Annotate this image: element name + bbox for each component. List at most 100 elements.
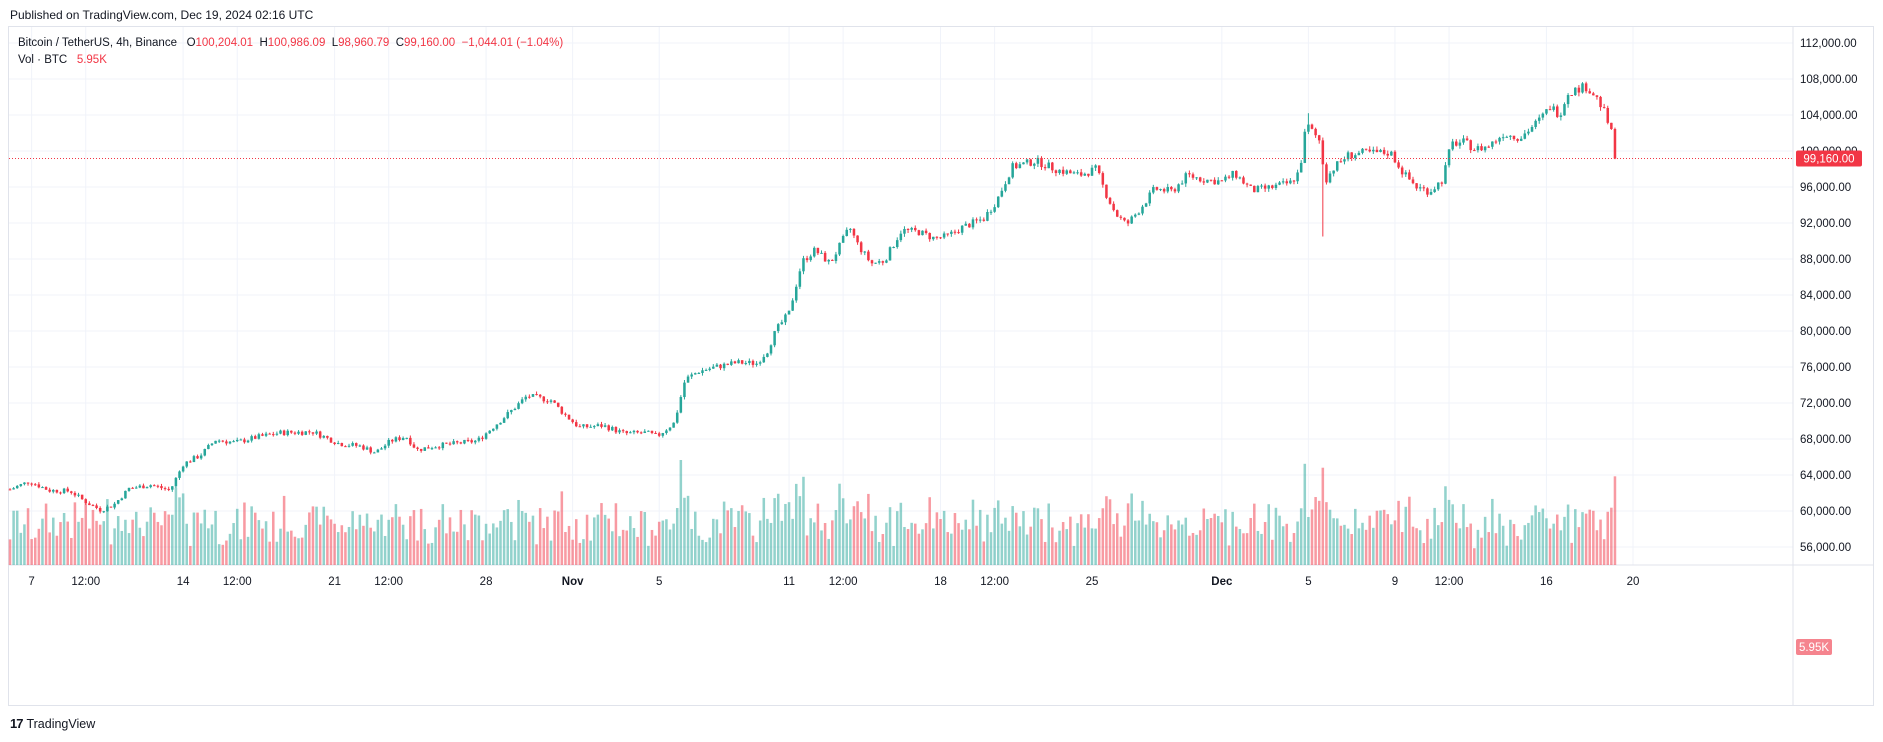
volume-bar: [1440, 522, 1444, 565]
time-axis[interactable]: 7 12:00 14 12:00 21 12:00 28 Nov 5 11 12:00 18 12:00…: [28, 576, 1639, 588]
candle-body: [1292, 180, 1296, 182]
candle-body: [1227, 176, 1231, 178]
candle-body: [593, 426, 596, 428]
candle-body: [1343, 159, 1346, 162]
brand-name: TradingView: [26, 716, 96, 731]
candle-body: [679, 397, 683, 413]
volume-bar: [1469, 523, 1472, 565]
time-tick-label: 28: [480, 576, 493, 588]
volume-bar: [441, 504, 445, 565]
volume-bar: [15, 510, 19, 565]
candle-body: [484, 433, 488, 439]
volume-bar: [434, 527, 437, 565]
candle-body: [1368, 149, 1371, 152]
candle-body: [1458, 142, 1462, 146]
candle-body: [708, 368, 711, 370]
last-volume-badge-label: 5.95K: [1799, 642, 1829, 654]
symbol-name[interactable]: Bitcoin / TetherUS, 4h, Binance: [18, 37, 177, 49]
volume-bar: [556, 511, 560, 565]
candle-body: [55, 489, 59, 493]
volume-bar: [1004, 517, 1007, 565]
volume-bar: [1314, 497, 1317, 565]
candle-body: [845, 229, 849, 236]
candle-body: [470, 440, 473, 443]
candle-body: [838, 242, 841, 255]
candle-body: [1289, 180, 1292, 184]
volume-bar: [354, 529, 358, 565]
volume-bar: [1260, 533, 1263, 565]
candle-body: [59, 492, 62, 494]
candle-body: [225, 441, 228, 444]
volume-bar: [820, 530, 823, 565]
candle-body: [989, 211, 993, 213]
candle-body: [1473, 150, 1476, 152]
volume-bar: [214, 510, 217, 565]
volume-bar: [95, 520, 98, 565]
candle-body: [755, 363, 758, 365]
candle-body: [1137, 213, 1141, 215]
candle-body: [412, 444, 416, 448]
candles[interactable]: [8, 81, 1617, 514]
volume-bar: [535, 544, 538, 565]
candle-body: [142, 485, 145, 489]
open-label: O: [186, 37, 196, 49]
candle-body: [1422, 187, 1426, 189]
volume-bar: [1227, 545, 1231, 565]
volume-bar: [654, 535, 657, 565]
volume-bar: [1574, 509, 1577, 565]
volume-bar: [1559, 530, 1563, 565]
volume-bar: [347, 526, 351, 565]
candle-body: [387, 439, 390, 446]
candle-body: [834, 254, 838, 261]
volume-bar: [131, 519, 134, 565]
volume-bar: [1516, 536, 1519, 565]
volume-bar: [1566, 504, 1570, 565]
price-tick-label: 80,000.00: [1800, 326, 1851, 338]
price-axis[interactable]: 56,000.00 60,000.00 64,000.00 68,000.00 72,0…: [1800, 38, 1858, 554]
candle-body: [607, 425, 610, 431]
candle-body: [574, 422, 578, 427]
candle-body: [517, 403, 520, 409]
volume-bar: [780, 520, 784, 565]
volume-bar: [1079, 514, 1083, 565]
candle-body: [77, 494, 80, 496]
volume-bar: [672, 523, 675, 565]
volume-bar: [585, 514, 589, 565]
candle-body: [373, 452, 376, 454]
candle-body: [1469, 140, 1472, 151]
candle-body: [203, 449, 207, 456]
volume-bar: [571, 539, 574, 565]
volume-bar: [250, 506, 253, 565]
volume-bar: [704, 542, 708, 565]
volume-bar: [1523, 525, 1527, 565]
volume-bar: [1130, 493, 1133, 565]
volume-bar: [344, 532, 347, 565]
volume-bar: [84, 504, 88, 565]
volume-bar: [834, 510, 838, 565]
candle-body: [614, 426, 618, 433]
time-tick-label: 7: [28, 576, 34, 588]
volume-bar: [546, 516, 549, 565]
volume-bar: [1527, 522, 1530, 565]
volume-bar: [1458, 528, 1462, 565]
candle-body: [1613, 128, 1617, 159]
price-badges: 99,160.00 5.95K: [1796, 150, 1862, 655]
volume-bar: [1386, 514, 1390, 565]
candle-body: [582, 424, 585, 427]
candle-body: [1072, 172, 1076, 174]
volume-bar: [1072, 545, 1076, 565]
volume-bar: [1152, 521, 1155, 565]
candle-body: [333, 442, 336, 444]
volume-label[interactable]: Vol · BTC: [18, 54, 68, 66]
candle-body: [730, 361, 733, 365]
volume-bar: [127, 533, 131, 565]
candle-body: [1501, 137, 1505, 139]
candle-body: [318, 431, 322, 438]
volume-bar: [1422, 543, 1426, 565]
volume-bar: [1480, 537, 1483, 565]
candle-body: [921, 230, 924, 236]
volume-bar: [867, 493, 870, 565]
volume-bar: [1184, 517, 1188, 565]
close-value: 99,160.00: [404, 37, 456, 49]
